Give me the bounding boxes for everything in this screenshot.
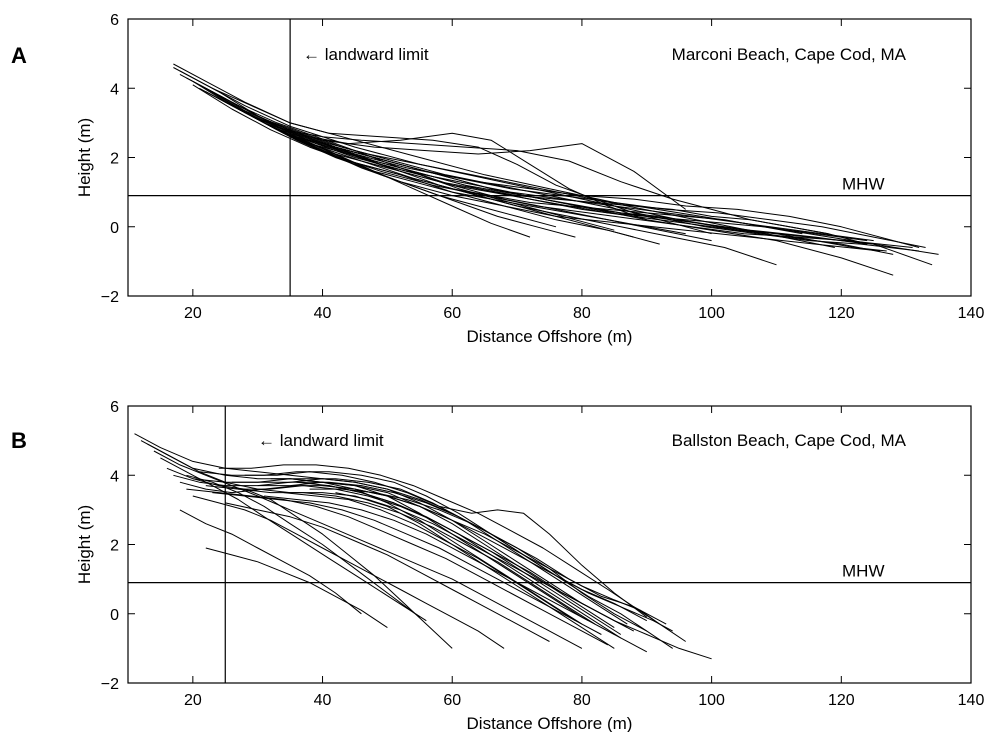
profile-line-1 <box>173 67 939 255</box>
profile-line-15 <box>218 98 686 235</box>
profile-line-16 <box>225 101 920 252</box>
profile-line-14 <box>218 94 868 245</box>
location-label: Marconi Beach, Cape Cod, MA <box>672 45 907 64</box>
y-tick-label: −2 <box>101 676 119 693</box>
profile-line-3 <box>147 443 615 649</box>
profile-line-21 <box>257 118 894 255</box>
y-tick-label: 4 <box>110 468 119 485</box>
panel-letter: A <box>11 43 27 68</box>
landward-limit-label: ← landward limit <box>303 45 429 64</box>
profile-line-9 <box>186 488 609 646</box>
profile-line-3 <box>179 70 894 276</box>
profile-line-22 <box>270 478 628 625</box>
profile-line-29 <box>335 157 803 235</box>
profile-line-6 <box>192 80 777 266</box>
x-tick-label: 120 <box>828 692 855 709</box>
profile-line-30 <box>186 474 421 618</box>
x-tick-label: 80 <box>573 692 591 709</box>
profile-line-11 <box>192 495 505 649</box>
landward-limit-label: ← landward limit <box>258 431 384 450</box>
profile-line-14 <box>212 492 602 635</box>
x-tick-label: 60 <box>443 305 461 322</box>
panel-b: 20 40 60 80 100 120 140 −2 0 2 4 6 Distance Offshore… <box>11 399 984 732</box>
x-tick-label: 20 <box>184 305 202 322</box>
profile-lines <box>134 433 712 660</box>
x-tick-label: 120 <box>828 305 855 322</box>
profile-line-24 <box>276 129 926 248</box>
y-axis-label: Height (m) <box>75 118 94 197</box>
profile-line-1 <box>134 433 712 660</box>
profile-line-8 <box>199 87 881 252</box>
panel-letter: B <box>11 428 27 453</box>
x-tick-label: 80 <box>573 305 591 322</box>
profile-line-12 <box>212 91 913 248</box>
profile-line-12 <box>199 471 648 632</box>
x-tick-label: 40 <box>314 305 332 322</box>
y-tick-label: 2 <box>110 151 119 168</box>
y-tick-label: −2 <box>101 289 119 306</box>
profile-line-4 <box>153 450 583 649</box>
profile-line-28 <box>322 150 868 245</box>
profile-line-16 <box>225 502 550 642</box>
profile-line-28 <box>354 488 660 625</box>
profile-line-26 <box>296 136 920 248</box>
profile-line-7 <box>173 474 673 649</box>
profile-line-21 <box>264 495 589 622</box>
y-axis-label: Height (m) <box>75 505 94 584</box>
x-tick-label: 20 <box>184 692 202 709</box>
profile-line-27 <box>335 492 628 629</box>
y-tick-label: 0 <box>110 607 119 624</box>
profile-line-31 <box>205 547 388 629</box>
profile-line-13 <box>205 485 635 632</box>
x-tick-label: 60 <box>443 692 461 709</box>
panel-a: 20 40 60 80 100 120 140 −2 0 2 4 6 Distance Offshore… <box>11 12 984 346</box>
profile-line-19 <box>244 471 648 618</box>
profile-lines <box>173 63 939 276</box>
profile-line-27 <box>309 143 887 252</box>
location-label: Ballston Beach, Cape Cod, MA <box>672 431 907 450</box>
profile-line-23 <box>283 492 576 622</box>
x-tick-label: 100 <box>698 692 725 709</box>
profile-line-11 <box>205 91 686 210</box>
profile-line-29 <box>179 509 362 615</box>
profile-line-25 <box>283 129 829 235</box>
x-axis-label: Distance Offshore (m) <box>467 327 633 346</box>
x-tick-label: 140 <box>958 305 985 322</box>
mhw-label: MHW <box>842 562 884 581</box>
profile-line-23 <box>270 125 868 242</box>
x-axis-label: Distance Offshore (m) <box>467 714 633 732</box>
x-tick-label: 100 <box>698 305 725 322</box>
profile-line-26 <box>322 485 648 622</box>
y-tick-label: 0 <box>110 220 119 237</box>
y-tick-label: 6 <box>110 12 119 29</box>
y-tick-label: 4 <box>110 81 119 98</box>
profile-line-24 <box>296 481 673 632</box>
profile-line-18 <box>238 488 596 625</box>
profile-line-2 <box>173 63 933 266</box>
profile-line-20 <box>251 115 835 248</box>
y-tick-label: 2 <box>110 538 119 555</box>
y-tick-label: 6 <box>110 399 119 416</box>
x-tick-label: 140 <box>958 692 985 709</box>
mhw-label: MHW <box>842 175 884 194</box>
x-tick-label: 40 <box>314 692 332 709</box>
